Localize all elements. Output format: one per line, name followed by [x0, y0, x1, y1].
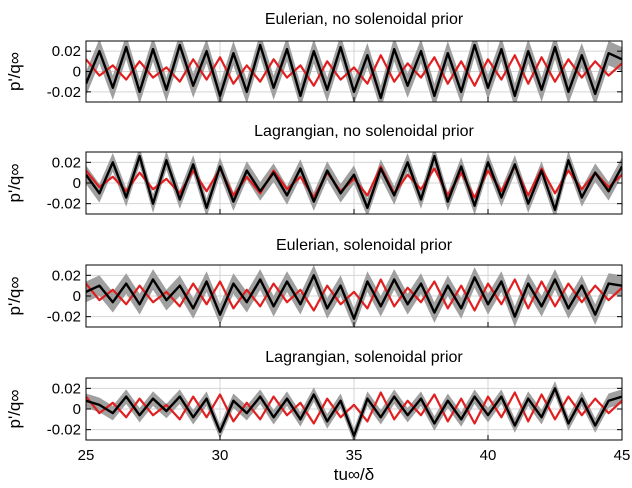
y-tick-label: 0: [73, 64, 81, 81]
panel-1: -0.02 0 0.02 Eulerian, no solenoidal prior p…: [5, 11, 623, 103]
y-axis-label: p'/q∞: [5, 164, 24, 203]
panel-title: Lagrangian, solenoidal prior: [265, 349, 463, 366]
panel-title: Eulerian, no solenoidal prior: [265, 11, 464, 28]
y-tick-label: -0.02: [47, 84, 81, 101]
y-tick-label: -0.02: [47, 309, 81, 326]
x-tick-label: 30: [212, 447, 229, 464]
panel-2: -0.02 0 0.02 Lagrangian, no solenoidal prio…: [5, 123, 623, 215]
series-line-reference: [86, 54, 622, 87]
y-tick-label: 0.02: [52, 43, 81, 60]
y-tick-label: -0.02: [47, 422, 81, 439]
panel-title: Lagrangian, no solenoidal prior: [254, 123, 474, 140]
series-line-reference: [86, 278, 622, 312]
series-line-estimate: [86, 274, 622, 320]
y-axis-label: p'/q∞: [5, 277, 24, 316]
y-axis-label: p'/q∞: [5, 390, 24, 429]
panel-3: -0.02 0 0.02 Eulerian, solenoidal prior p'/q…: [5, 237, 623, 328]
x-axis-label: tu∞/δ: [334, 465, 374, 484]
uncertainty-band: [86, 381, 622, 440]
series-line-estimate: [86, 154, 622, 212]
panel-4: -0.02 0 0.02 Lagrangian, solenoidal prior p'…: [5, 349, 630, 484]
series-line-estimate: [86, 43, 622, 100]
y-tick-label: -0.02: [47, 196, 81, 213]
y-tick-label: 0: [73, 288, 81, 305]
x-tick-label: 25: [78, 447, 95, 464]
x-tick-label: 35: [346, 447, 363, 464]
panel-title: Eulerian, solenoidal prior: [276, 237, 453, 254]
x-tick-label: 45: [614, 447, 631, 464]
y-tick-label: 0: [73, 401, 81, 418]
y-tick-label: 0.02: [52, 267, 81, 284]
y-tick-label: 0.02: [52, 380, 81, 397]
series-line-reference: [86, 391, 622, 425]
y-tick-label: 0.02: [52, 154, 81, 171]
y-axis-label: p'/q∞: [5, 52, 24, 91]
y-tick-label: 0: [73, 175, 81, 192]
x-tick-label: 40: [480, 447, 497, 464]
